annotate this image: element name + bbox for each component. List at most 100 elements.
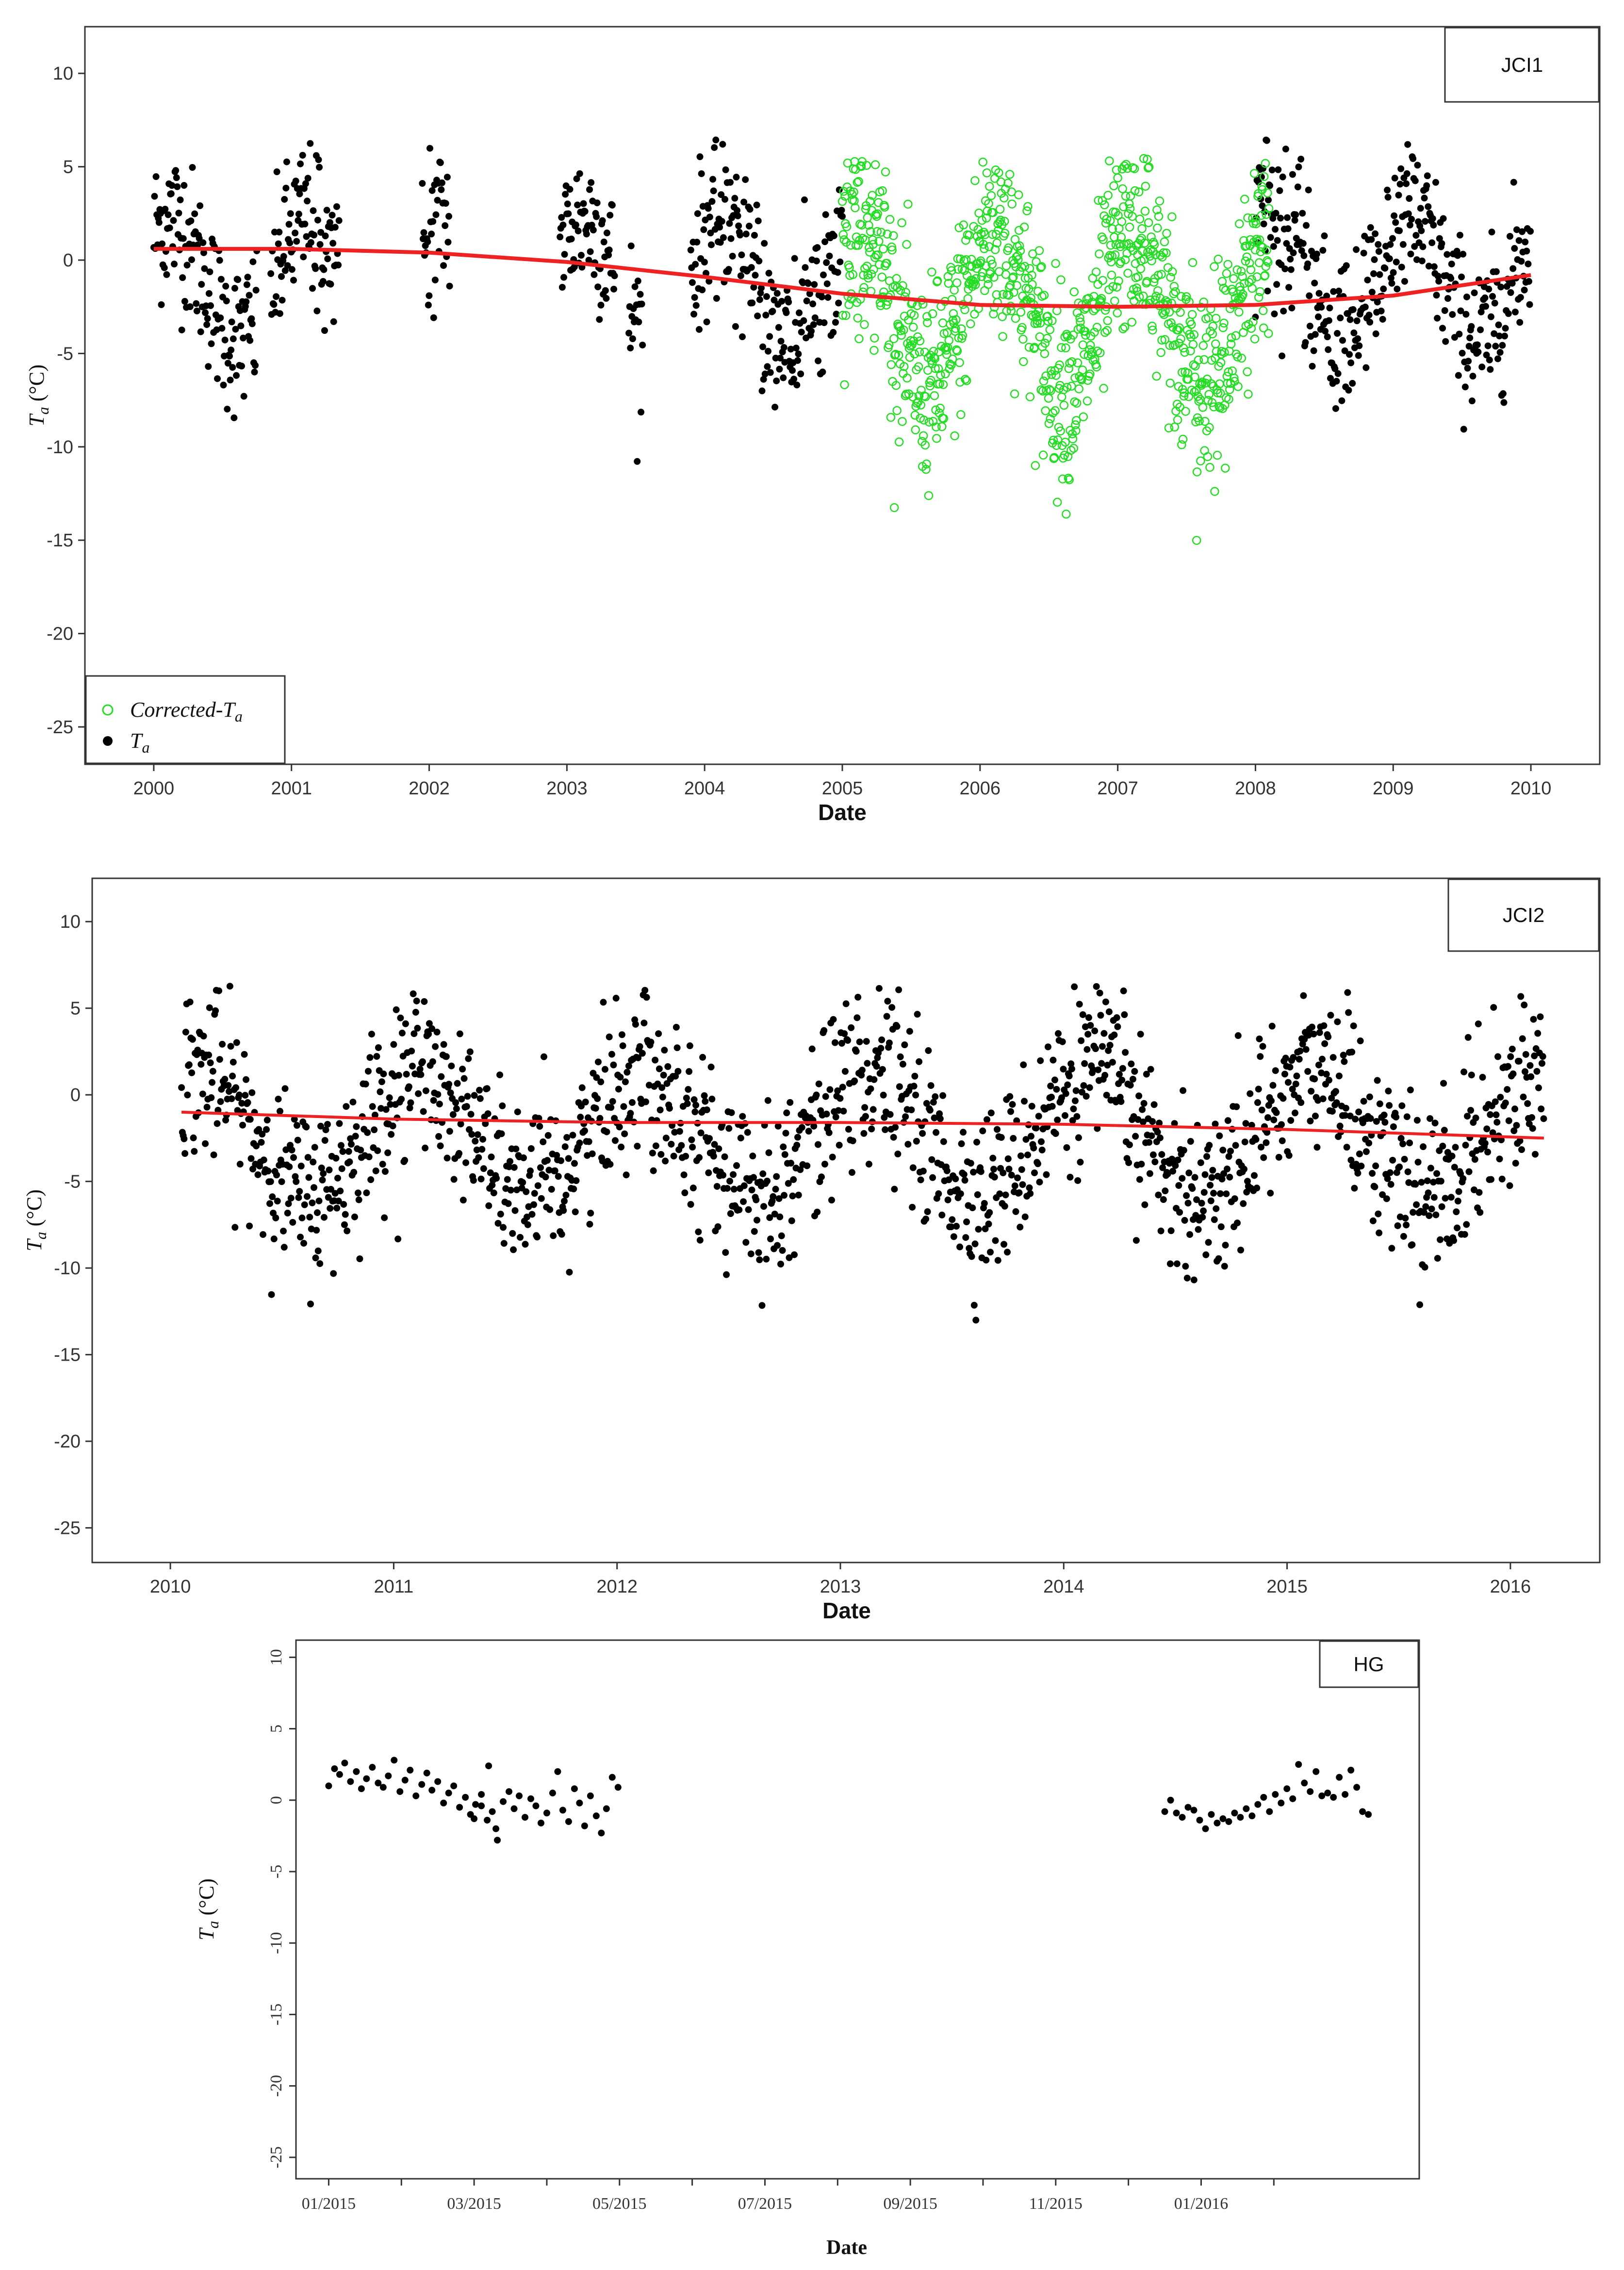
data-point-corrected <box>1200 417 1210 426</box>
data-point-ta <box>714 1223 722 1231</box>
data-point-ta <box>788 1217 795 1224</box>
data-point-ta <box>173 174 180 181</box>
data-point-ta <box>1150 1101 1158 1108</box>
data-point-ta <box>1496 1155 1503 1163</box>
data-point-ta <box>560 1198 568 1205</box>
data-point-ta <box>566 186 574 193</box>
data-point-ta <box>638 300 645 308</box>
data-point-corrected <box>955 358 964 367</box>
data-point-ta <box>443 173 451 181</box>
data-point-corrected <box>1153 223 1162 233</box>
data-point-ta <box>1035 1113 1042 1120</box>
data-point-ta <box>781 1151 788 1158</box>
data-point-ta <box>252 362 259 369</box>
data-point-ta <box>830 329 837 336</box>
data-point-corrected <box>928 359 937 368</box>
data-point-ta <box>1448 1152 1456 1160</box>
data-point-corrected <box>1213 388 1223 398</box>
data-point-ta <box>1287 256 1294 263</box>
data-point-corrected <box>853 178 862 187</box>
data-point-ta <box>1272 226 1279 233</box>
data-point-ta <box>597 301 605 309</box>
data-point-ta <box>467 1111 475 1118</box>
data-point-ta <box>1267 234 1274 241</box>
data-point-ta <box>1534 1030 1542 1037</box>
data-point-ta <box>1522 238 1529 246</box>
data-point-ta <box>1106 1041 1114 1049</box>
data-point-ta <box>313 1227 320 1234</box>
data-point-ta <box>355 1196 362 1203</box>
data-point-corrected <box>1073 358 1083 368</box>
data-point-ta <box>1490 1004 1497 1011</box>
data-point-ta <box>1462 311 1470 318</box>
data-point-ta <box>607 1104 615 1111</box>
data-point-ta <box>458 1095 465 1102</box>
data-point-corrected <box>924 417 934 427</box>
data-point-ta <box>1001 1202 1008 1210</box>
data-point-ta <box>1509 280 1516 287</box>
data-point-ta <box>700 226 707 233</box>
data-point-ta <box>983 1256 990 1264</box>
data-point-ta <box>629 335 636 343</box>
data-point-corrected <box>1123 164 1132 173</box>
data-point-ta <box>1319 1095 1327 1102</box>
data-point-ta <box>1506 232 1513 240</box>
data-point-ta <box>877 1045 885 1052</box>
data-point-ta <box>782 1130 789 1137</box>
data-point-ta <box>1303 222 1310 229</box>
data-point-ta <box>1375 248 1382 255</box>
data-point-ta <box>290 1154 297 1161</box>
data-point-ta <box>705 1169 712 1176</box>
data-point-ta <box>1050 1056 1057 1064</box>
data-point-ta <box>282 184 290 192</box>
data-point-ta <box>498 1130 505 1137</box>
data-point-ta <box>276 229 283 236</box>
data-point-ta <box>180 235 187 242</box>
data-point-corrected <box>853 313 863 323</box>
data-point-corrected <box>1105 216 1115 225</box>
data-point-corrected <box>870 160 880 169</box>
data-point-ta <box>991 1173 998 1181</box>
data-point-ta <box>559 1807 566 1814</box>
data-point-corrected <box>881 167 890 177</box>
data-point-ta <box>750 1174 757 1181</box>
data-point-ta <box>709 176 717 183</box>
data-point-ta <box>1078 1088 1085 1096</box>
data-point-ta <box>751 1228 758 1235</box>
data-point-ta <box>987 1109 995 1117</box>
data-point-corrected <box>1077 375 1086 385</box>
data-point-corrected <box>1096 348 1105 358</box>
data-point-ta <box>867 1085 874 1092</box>
panel-jci1: 2000 2001 2002 2003 2004 2005 2006 2007 2008 2009… <box>25 26 1601 825</box>
data-point-ta <box>186 998 194 1005</box>
data-point-corrected <box>1012 281 1021 290</box>
data-point-ta <box>478 1802 485 1809</box>
data-point-ta <box>1380 285 1387 293</box>
data-point-ta <box>719 141 726 148</box>
data-point-corrected <box>889 231 898 240</box>
data-point-corrected <box>1134 292 1144 302</box>
data-point-ta <box>524 1221 531 1228</box>
data-point-corrected <box>894 350 903 360</box>
data-point-ta <box>1167 1227 1175 1234</box>
data-point-ta <box>1318 304 1325 311</box>
data-point-ta <box>727 1210 734 1217</box>
data-point-corrected <box>1209 402 1218 411</box>
data-point-ta <box>1289 171 1296 178</box>
x-tick-label: 2000 <box>133 778 175 799</box>
data-point-ta <box>1004 1155 1012 1163</box>
data-point-ta <box>352 1133 359 1140</box>
data-point-corrected <box>1110 250 1120 260</box>
data-point-corrected <box>992 238 1002 248</box>
data-point-ta <box>1005 1166 1013 1173</box>
data-point-corrected <box>870 333 879 343</box>
data-point-ta <box>787 1160 794 1167</box>
data-point-ta <box>463 1103 470 1110</box>
data-point-ta <box>1428 239 1436 247</box>
data-point-ta <box>611 272 618 280</box>
data-point-corrected <box>838 311 848 320</box>
data-point-ta <box>484 1816 491 1824</box>
data-point-corrected <box>1032 257 1041 266</box>
y-tick-label: -25 <box>47 717 73 738</box>
data-point-ta <box>775 1195 783 1202</box>
